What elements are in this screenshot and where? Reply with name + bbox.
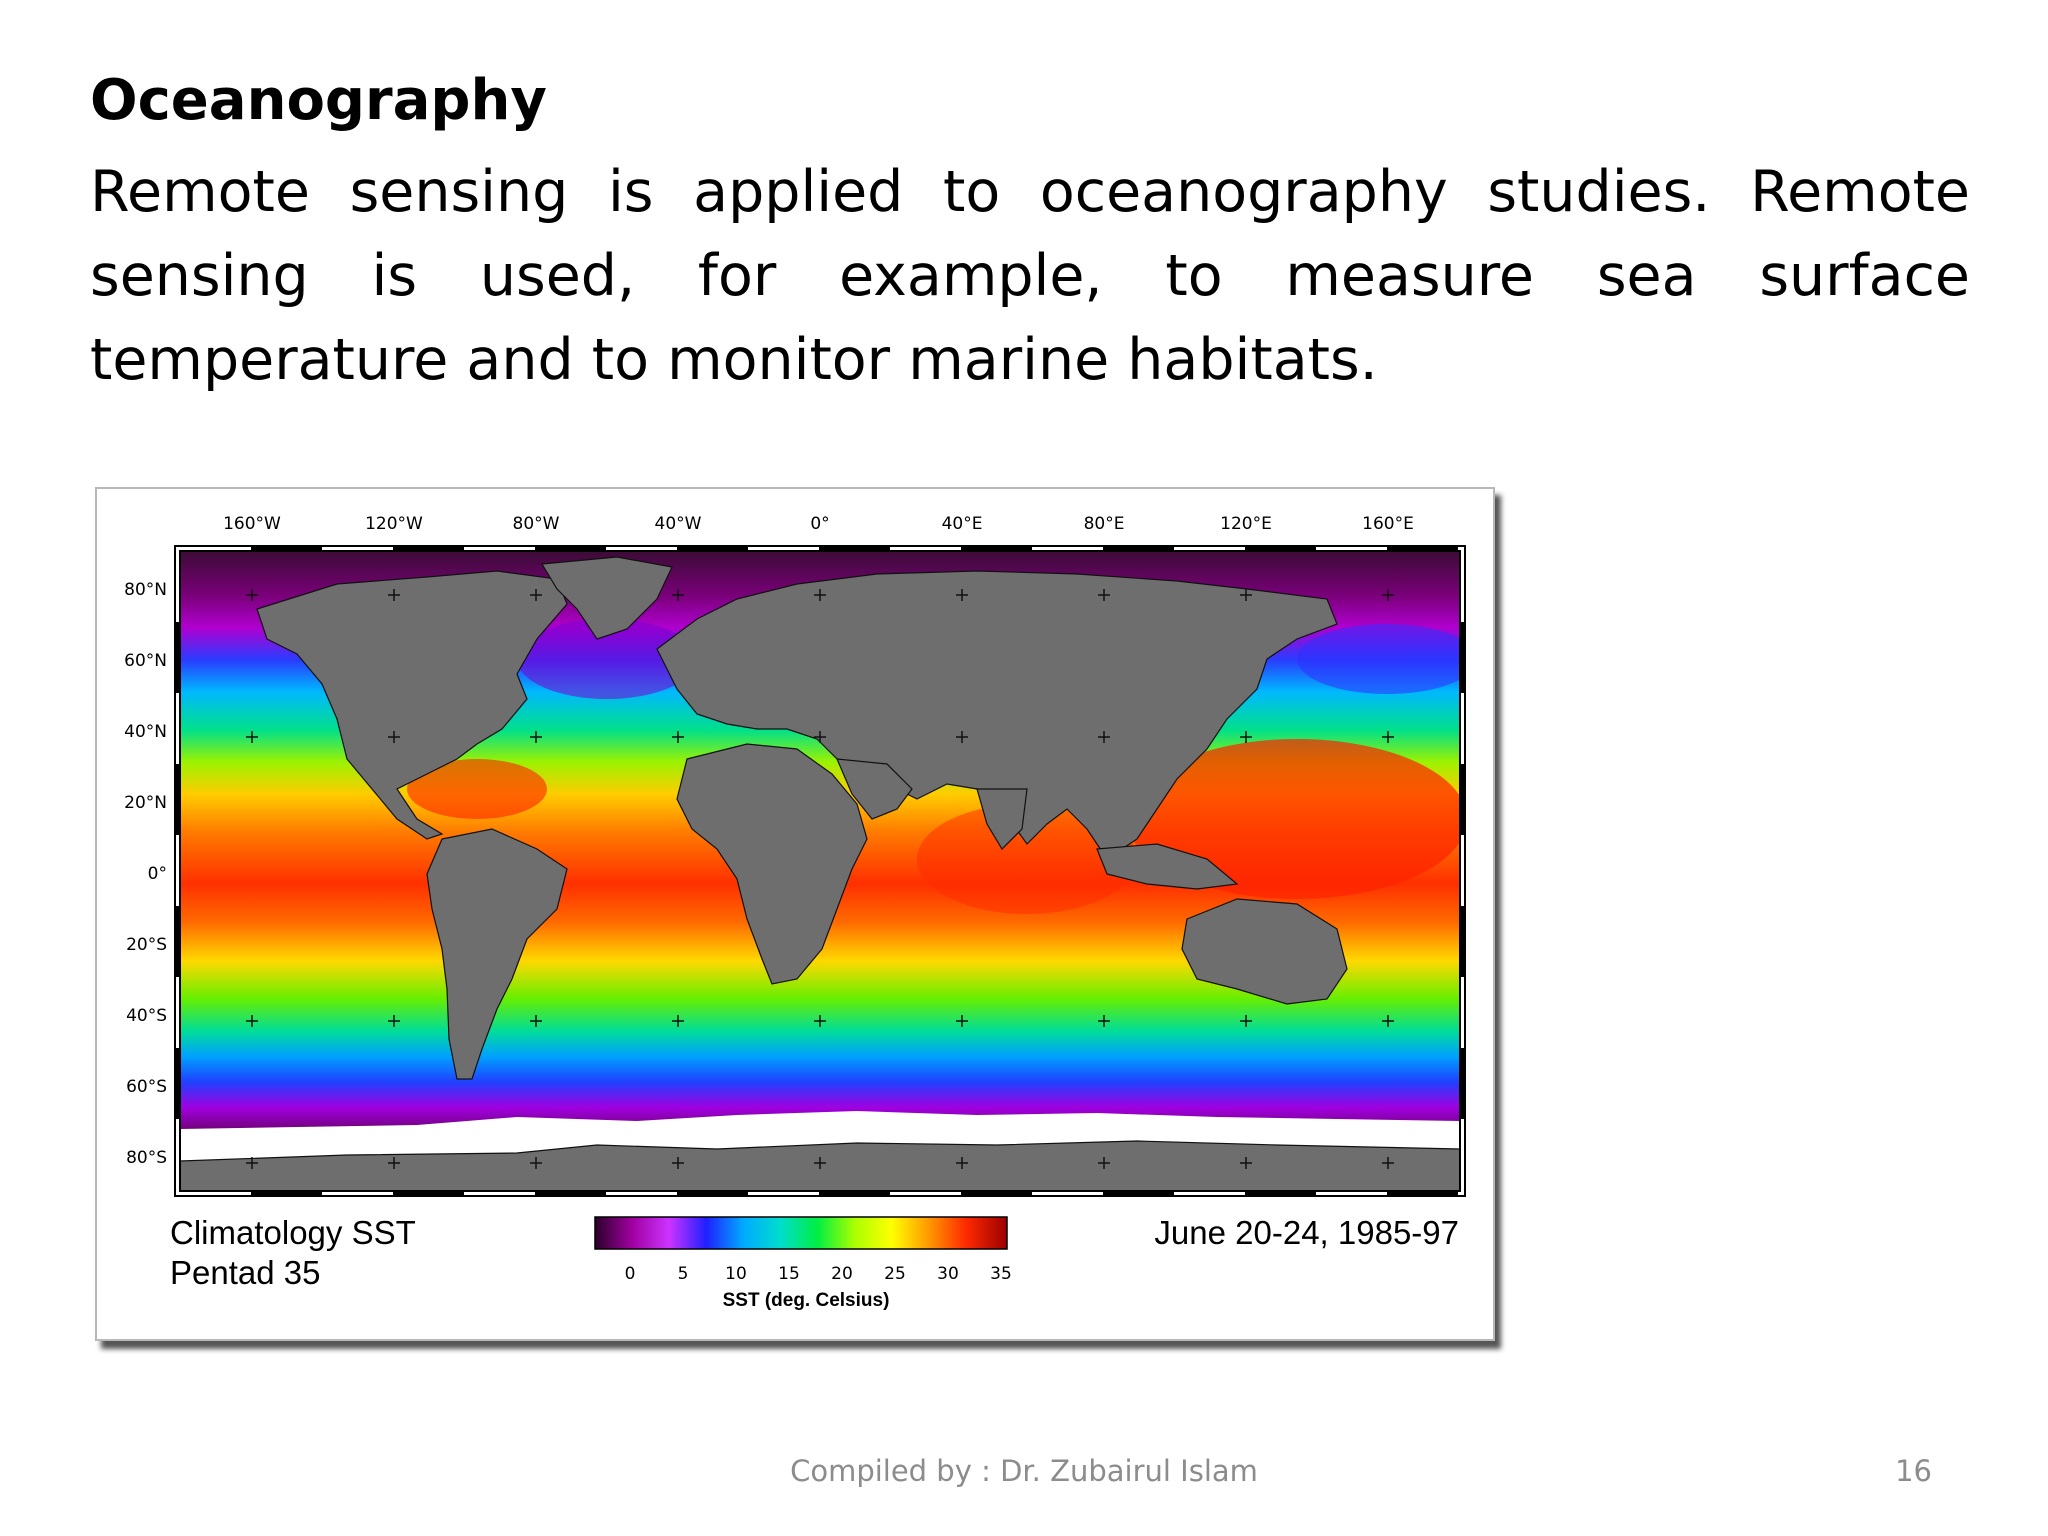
border-tick (1387, 546, 1458, 551)
india (976, 788, 1028, 850)
lon-label: 120°W (365, 514, 423, 534)
lat-label: 60°N (124, 651, 167, 671)
lon-label: 80°W (513, 514, 560, 534)
caribbean-warm-pool (407, 759, 547, 819)
maritime-continent (1096, 843, 1239, 890)
border-tick (251, 546, 322, 551)
border-tick (961, 546, 1032, 551)
border-tick (677, 1191, 748, 1196)
border-tick (175, 1048, 180, 1119)
colorbar-tick: 30 (937, 1264, 959, 1284)
lon-label: 80°E (1084, 514, 1125, 534)
border-tick (677, 546, 748, 551)
border-tick (175, 906, 180, 977)
lat-label: 40°N (124, 722, 167, 742)
north-atlantic-cool-tongue (517, 619, 697, 699)
sst-colorbar (594, 1216, 1008, 1250)
lon-label: 160°E (1362, 514, 1414, 534)
lat-label: 0° (148, 864, 167, 884)
border-tick (1103, 1191, 1174, 1196)
lat-label: 20°N (124, 793, 167, 813)
border-tick (175, 622, 180, 693)
colorbar-tick: 15 (778, 1264, 800, 1284)
border-tick (1245, 1191, 1316, 1196)
border-tick (961, 1191, 1032, 1196)
lat-label: 60°S (126, 1077, 167, 1097)
colorbar-tick: 0 (625, 1264, 636, 1284)
border-tick (251, 1191, 322, 1196)
africa (676, 743, 868, 985)
australia (1181, 898, 1348, 1005)
sst-figure: 160°W 120°W 80°W 40°W 0° 40°E 80°E 120°E… (95, 487, 1495, 1341)
colorbar-tick: 20 (831, 1264, 853, 1284)
figure-caption-subtitle: Pentad 35 (170, 1254, 320, 1291)
lat-label: 80°S (126, 1148, 167, 1168)
colorbar-tick: 35 (990, 1264, 1012, 1284)
lon-label: 160°W (223, 514, 281, 534)
land-masses (180, 556, 1460, 1191)
border-tick (1460, 622, 1465, 693)
greenland (540, 556, 673, 640)
border-tick (1460, 906, 1465, 977)
border-tick (1387, 1191, 1458, 1196)
border-tick (1103, 546, 1174, 551)
lat-label: 80°N (124, 580, 167, 600)
border-tick (393, 546, 464, 551)
graticule-crosses (246, 589, 1394, 1169)
border-tick (1245, 546, 1316, 551)
slide-title: Oceanography (90, 68, 547, 133)
border-ticks (175, 546, 1465, 1196)
colorbar-tick: 10 (725, 1264, 747, 1284)
sst-map-figure: 160°W 120°W 80°W 40°W 0° 40°E 80°E 120°E… (124, 514, 1466, 1311)
page-number: 16 (1895, 1454, 1932, 1488)
lat-label: 40°S (126, 1006, 167, 1026)
north-pacific-cool-tongue (1297, 624, 1460, 694)
west-pacific-warm-pool (1127, 739, 1460, 899)
indian-ocean-warm-pool (917, 804, 1137, 914)
border-tick (1460, 764, 1465, 835)
lon-label: 40°W (655, 514, 702, 534)
lon-label: 0° (810, 514, 829, 534)
colorbar-label: SST (deg. Celsius) (723, 1290, 890, 1311)
south-america (426, 828, 568, 1080)
arabia (836, 758, 913, 820)
figure-caption-title: Climatology SST (170, 1214, 416, 1251)
border-tick (1460, 1048, 1465, 1119)
border-tick (535, 546, 606, 551)
border-tick (175, 764, 180, 835)
border-tick (819, 546, 890, 551)
lat-label: 20°S (126, 935, 167, 955)
figure-date: June 20-24, 1985-97 (1154, 1214, 1459, 1251)
footer-credit: Compiled by : Dr. Zubairul Islam (790, 1454, 1258, 1488)
colorbar-tick: 25 (884, 1264, 906, 1284)
lon-label: 40°E (942, 514, 983, 534)
colorbar-tick: 5 (678, 1264, 689, 1284)
lon-label: 120°E (1220, 514, 1272, 534)
slide-body-text: Remote sensing is applied to oceanograph… (90, 159, 1970, 393)
border-tick (393, 1191, 464, 1196)
border-tick (535, 1191, 606, 1196)
border-tick (819, 1191, 890, 1196)
